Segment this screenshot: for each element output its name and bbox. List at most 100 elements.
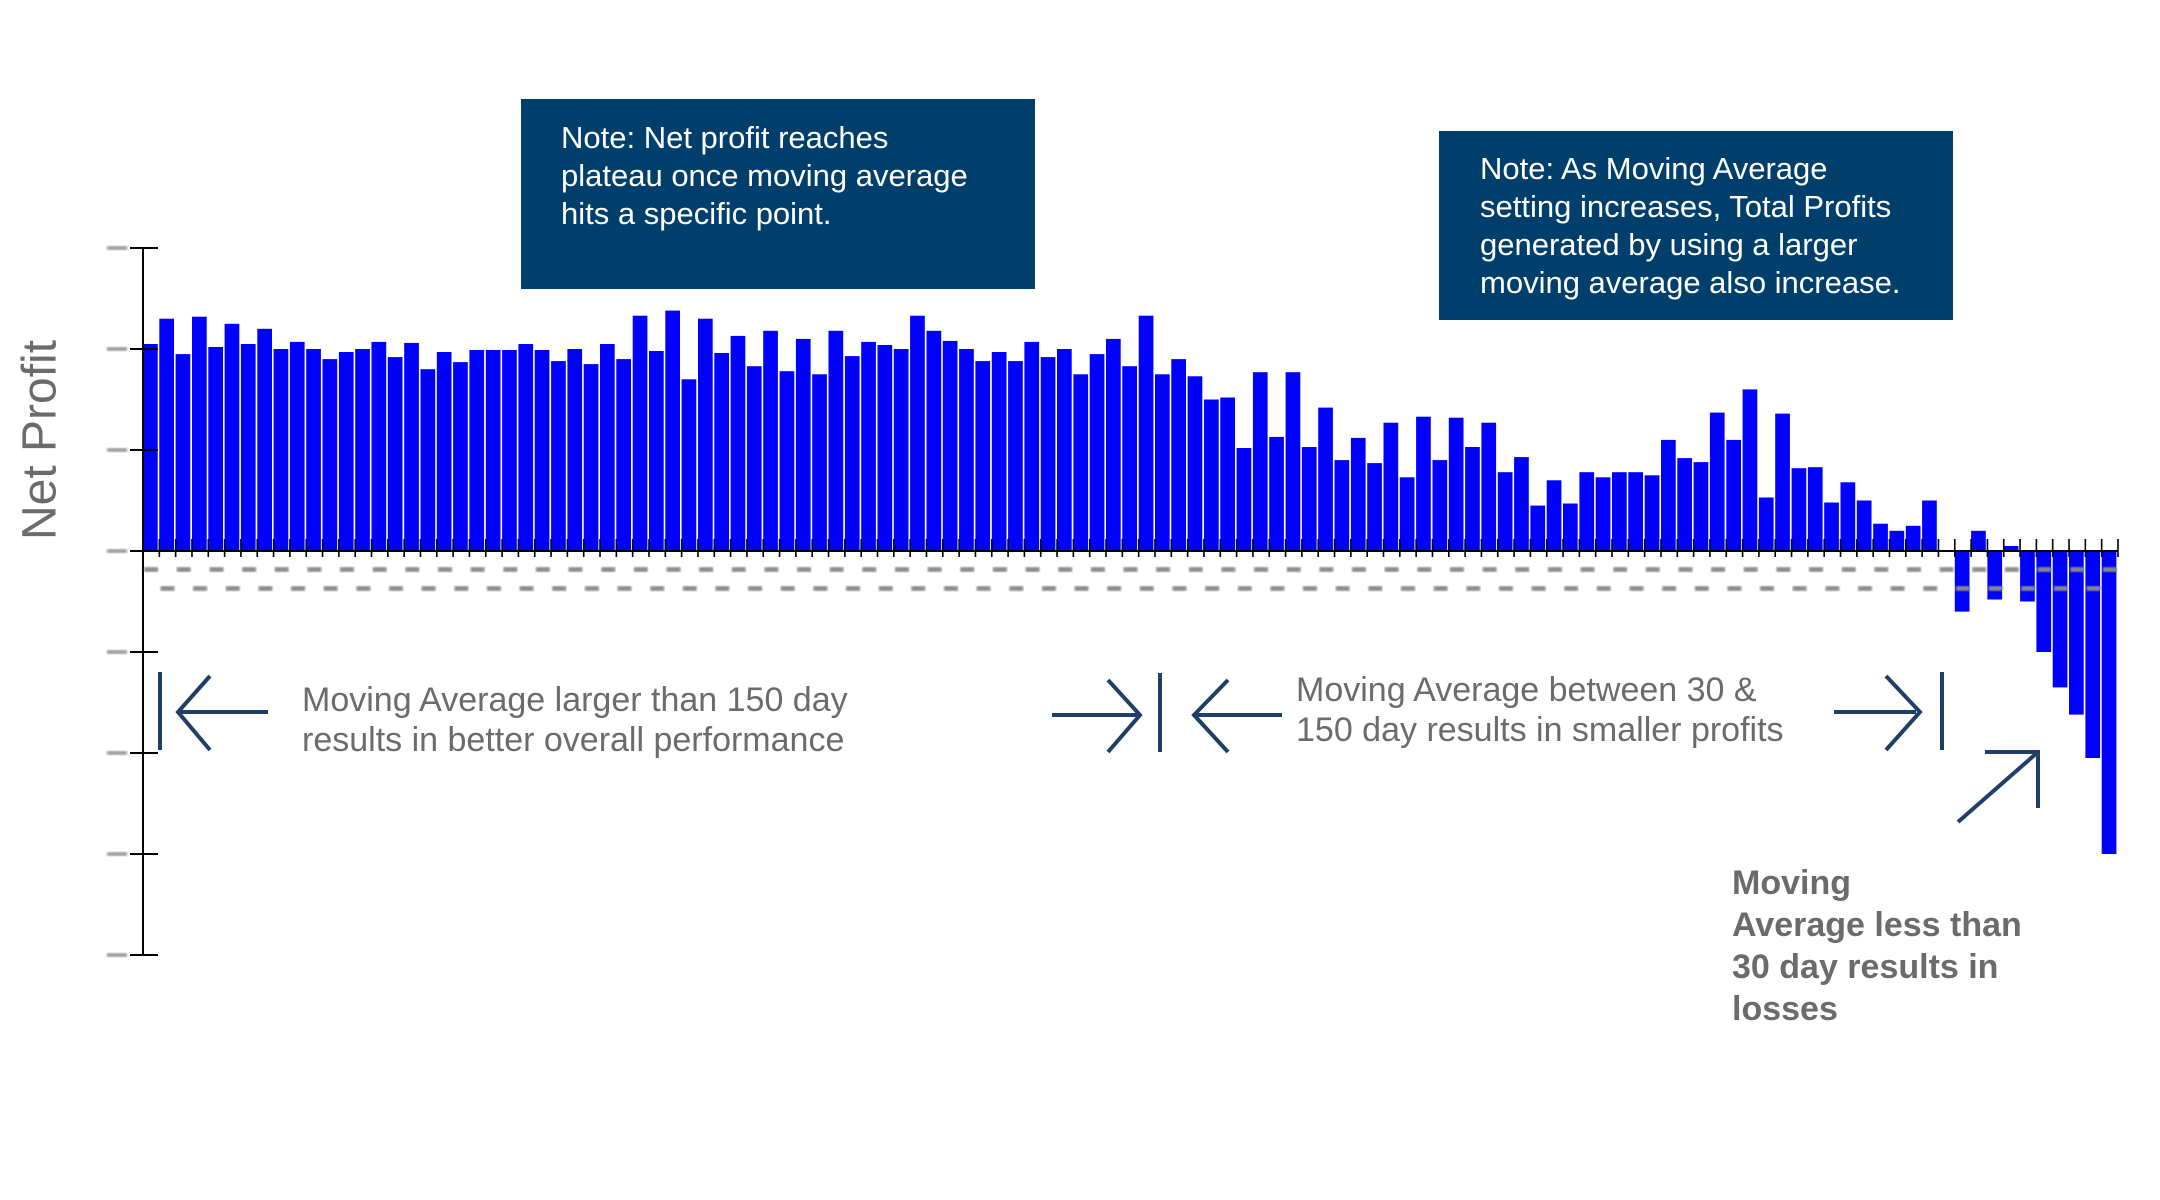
bar: [2020, 551, 2035, 602]
bar: [730, 335, 746, 551]
x-tick-label-blurred: [2037, 567, 2052, 572]
x-tick-label-blurred: [535, 567, 550, 572]
x-tick-label-blurred: [797, 567, 812, 572]
x-tick-label-blurred: [1890, 586, 1905, 591]
x-tick-label-blurred: [209, 567, 224, 572]
bar: [1155, 374, 1170, 552]
arrow-right-icon: [1052, 673, 1162, 754]
x-tick-label-blurred: [878, 586, 893, 591]
bar: [1889, 530, 1905, 551]
region-label-short-ma: Moving Average less than 30 day results …: [1732, 864, 2022, 1028]
bar: [714, 353, 729, 551]
x-tick-label-blurred: [1645, 567, 1660, 572]
bar: [746, 366, 762, 551]
bar: [257, 328, 272, 551]
bar: [469, 350, 485, 551]
bar: [1579, 472, 1595, 551]
x-tick-label-blurred: [470, 567, 485, 572]
bar: [1367, 463, 1382, 551]
bar: [1807, 467, 1823, 551]
bar: [1971, 530, 1986, 551]
y-tick-label-blurred: [107, 246, 127, 250]
x-tick-label-blurred: [666, 567, 681, 572]
x-tick-label-blurred: [225, 586, 240, 591]
bar: [2003, 546, 2019, 551]
bar: [1040, 357, 1056, 551]
y-tick-label-blurred: [107, 448, 127, 452]
x-tick-label-blurred: [1205, 586, 1220, 591]
y-tick-label-blurred: [107, 347, 127, 351]
note-text: Note: As Moving Average setting increase…: [1480, 151, 1901, 300]
x-tick-label-blurred: [1662, 586, 1677, 591]
bar: [2101, 551, 2117, 854]
bar: [322, 359, 338, 551]
x-tick-label-blurred: [519, 586, 534, 591]
bar: [1204, 399, 1219, 551]
x-tick-label-blurred: [1041, 586, 1056, 591]
bar: [420, 369, 436, 551]
x-tick-label-blurred: [1352, 567, 1366, 572]
x-tick-label-blurred: [650, 586, 665, 591]
bar: [1481, 422, 1497, 551]
bar: [1138, 315, 1154, 551]
x-tick-label-blurred: [1433, 586, 1448, 591]
arrow-up-right-icon: [1956, 750, 2040, 824]
x-tick-label-blurred: [1531, 586, 1546, 591]
bar: [959, 349, 974, 551]
bar: [567, 349, 583, 551]
x-tick-label-blurred: [1401, 586, 1415, 591]
bar: [1840, 482, 1856, 551]
bar: [1497, 472, 1513, 551]
bar: [1122, 366, 1137, 551]
x-tick-label-blurred: [960, 567, 975, 572]
x-tick-label-blurred: [1939, 567, 1954, 572]
bar: [1775, 413, 1790, 551]
bar: [1106, 338, 1121, 551]
bar: [779, 371, 795, 551]
bar: [1171, 359, 1186, 551]
x-tick-label-blurred: [1156, 567, 1171, 572]
note-text: Note: Net profit reaches plateau once mo…: [561, 120, 968, 231]
x-tick-label-blurred: [731, 567, 746, 572]
bar: [1448, 417, 1464, 551]
y-tick-label-blurred: [107, 751, 127, 755]
x-tick-label-blurred: [1825, 586, 1840, 591]
x-tick-label-blurred: [813, 586, 828, 591]
y-tick-label-blurred: [107, 549, 127, 553]
x-tick-label-blurred: [1498, 586, 1513, 591]
region-label-mid-ma: Moving Average between 30 & 150 day resu…: [1296, 671, 1784, 749]
region-arrows: [158, 672, 2040, 824]
bar: [1595, 477, 1611, 551]
x-tick-label-blurred: [307, 567, 322, 572]
x-tick-label-blurred: [1172, 586, 1187, 591]
bar: [306, 349, 321, 551]
bar: [795, 338, 811, 551]
x-tick-label-blurred: [911, 586, 926, 591]
bar: [518, 344, 534, 551]
bar: [1334, 460, 1350, 551]
x-tick-label-blurred: [1547, 567, 1562, 572]
bar: [1269, 436, 1284, 551]
bar: [1399, 477, 1415, 551]
bar: [551, 361, 566, 551]
bar: [1301, 447, 1317, 551]
x-tick-label-blurred: [1613, 567, 1628, 572]
bar: [681, 379, 697, 551]
x-tick-label-blurred: [1221, 567, 1236, 572]
x-tick-label-blurred: [421, 586, 436, 591]
bar: [763, 330, 778, 551]
x-tick-label-blurred: [1303, 586, 1317, 591]
x-tick-label-blurred: [2102, 567, 2117, 572]
bar: [649, 351, 664, 551]
bar: [404, 342, 419, 551]
x-tick-label-blurred: [1955, 586, 1970, 591]
bar: [1922, 500, 1937, 551]
bar: [2036, 551, 2052, 652]
x-tick-label-blurred: [356, 586, 371, 591]
bar: [1089, 354, 1105, 551]
bar: [208, 347, 223, 551]
x-tick-label-blurred: [568, 567, 583, 572]
bar: [1873, 523, 1888, 551]
bar: [289, 341, 305, 551]
x-tick-label-blurred: [1107, 586, 1122, 591]
